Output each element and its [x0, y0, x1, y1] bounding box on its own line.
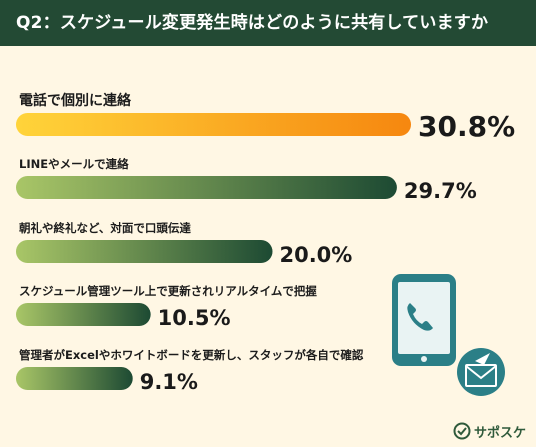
title-bar: Q2：スケジュール変更発生時はどのように共有していますか — [0, 0, 536, 46]
chart-title: Q2：スケジュール変更発生時はどのように共有していますか — [16, 13, 489, 33]
brand-logo: サポスケ — [453, 421, 526, 441]
category-label: 朝礼や終礼など、対面で口頭伝達 — [19, 221, 191, 235]
category-label: 管理者がExcelやホワイトボードを更新し、スタッフが各自で確認 — [19, 348, 364, 362]
mail-envelope-icon — [457, 348, 505, 396]
category-label: スケジュール管理ツール上で更新されリアルタイムで把握 — [19, 284, 317, 298]
bar — [16, 367, 133, 390]
value-label: 9.1% — [140, 370, 198, 394]
value-label: 10.5% — [158, 306, 231, 330]
brand-name: サポスケ — [473, 425, 526, 441]
category-label: 電話で個別に連絡 — [19, 92, 132, 109]
smartphone-phone-icon — [392, 274, 456, 366]
bar — [16, 113, 411, 136]
brand-check-icon — [453, 422, 471, 440]
value-label: 30.8% — [418, 110, 515, 143]
bar — [16, 303, 151, 326]
category-label: LINEやメールで連絡 — [19, 157, 129, 171]
bar — [16, 240, 273, 263]
value-label: 20.0% — [279, 243, 352, 267]
bar — [16, 176, 397, 199]
value-label: 29.7% — [404, 179, 477, 203]
